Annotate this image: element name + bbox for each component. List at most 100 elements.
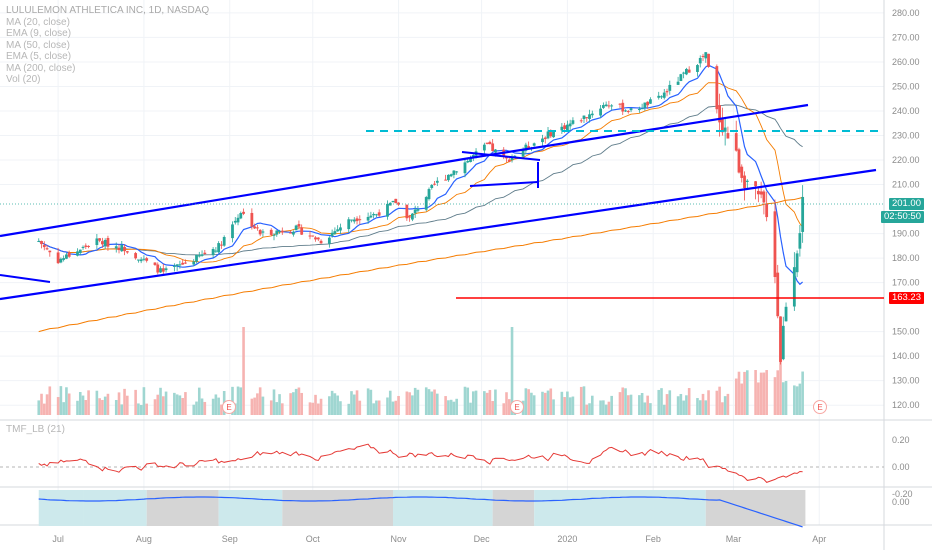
volume-bar bbox=[662, 404, 666, 415]
candle-body bbox=[640, 108, 644, 110]
candle-body bbox=[726, 133, 730, 139]
volume-bar bbox=[253, 397, 256, 415]
candle-body bbox=[469, 157, 472, 163]
tmf-line bbox=[38, 443, 803, 483]
signal-band bbox=[705, 490, 806, 526]
volume-bar bbox=[214, 394, 218, 415]
volume-bar bbox=[405, 391, 409, 415]
volume-bar bbox=[137, 403, 140, 415]
candle-body bbox=[701, 55, 705, 57]
candle-body bbox=[679, 74, 683, 82]
candle-body bbox=[67, 252, 71, 257]
candle-body bbox=[56, 252, 60, 264]
candle-body bbox=[624, 110, 627, 112]
candle-body bbox=[416, 209, 420, 211]
volume-bar bbox=[607, 401, 611, 415]
volume-bar bbox=[743, 371, 746, 415]
earnings-marker bbox=[222, 400, 236, 414]
candle-body bbox=[424, 197, 428, 210]
candle-body bbox=[582, 115, 586, 119]
volume-bar bbox=[65, 387, 68, 415]
candle-body bbox=[314, 237, 317, 240]
volume-bar bbox=[585, 404, 589, 415]
volume-bar bbox=[793, 385, 796, 415]
candle-body bbox=[433, 183, 436, 185]
candle-body bbox=[604, 104, 608, 107]
candle-body bbox=[145, 258, 149, 261]
candle-body bbox=[48, 250, 52, 253]
flag-line bbox=[469, 181, 539, 187]
volume-bar bbox=[762, 372, 766, 415]
volume-bar bbox=[333, 393, 337, 415]
candle-body bbox=[668, 84, 672, 91]
candle-body bbox=[408, 216, 412, 218]
candle-body bbox=[452, 170, 456, 175]
candle-body bbox=[369, 215, 373, 218]
price-axis: 280.00 270.00 260.00 250.00 240.00 230.00 220.… bbox=[892, 8, 920, 507]
volume-bar bbox=[604, 404, 608, 415]
candle-body bbox=[455, 171, 459, 173]
candle-body bbox=[618, 103, 622, 105]
candle-body bbox=[463, 162, 467, 174]
signal-line bbox=[38, 496, 803, 528]
signal-band bbox=[282, 490, 394, 526]
candle-body bbox=[125, 251, 129, 253]
candle-body bbox=[258, 229, 262, 235]
volume-bar bbox=[568, 397, 572, 415]
candle-body bbox=[571, 120, 575, 124]
earnings-marker bbox=[813, 400, 827, 414]
price-axis-label: 220.00 bbox=[892, 155, 920, 165]
volume-bar bbox=[676, 396, 680, 415]
volume-bar bbox=[546, 390, 550, 415]
volume-bar bbox=[579, 386, 583, 415]
candle-body bbox=[720, 119, 724, 133]
candle-body bbox=[801, 196, 805, 232]
candle-body bbox=[316, 237, 320, 240]
candle-body bbox=[737, 149, 741, 173]
candle-body bbox=[197, 255, 201, 257]
volume-bar bbox=[319, 398, 323, 415]
volume-bar bbox=[95, 390, 99, 415]
candle-body bbox=[579, 120, 583, 122]
volume-bar bbox=[352, 394, 356, 415]
candle-body bbox=[649, 99, 652, 104]
candle-body bbox=[784, 306, 788, 322]
candle-body bbox=[123, 246, 126, 252]
volume-bar bbox=[588, 403, 591, 415]
candle-body bbox=[776, 272, 780, 317]
price-axis-label: 260.00 bbox=[892, 57, 920, 67]
candle-body bbox=[665, 91, 669, 93]
volume-bar bbox=[45, 394, 49, 415]
candle-body bbox=[734, 133, 738, 151]
candle-body bbox=[87, 245, 90, 247]
candle-body bbox=[524, 144, 528, 151]
volume-bar bbox=[779, 327, 782, 415]
volume-bar bbox=[178, 395, 182, 415]
candle-body bbox=[505, 157, 508, 159]
volume-bar bbox=[192, 404, 196, 415]
candle-body bbox=[95, 238, 99, 246]
candle-body bbox=[78, 249, 82, 254]
volume-bar bbox=[430, 391, 434, 415]
price-axis-label: 280.00 bbox=[892, 8, 920, 18]
candle-body bbox=[136, 259, 140, 261]
volume-bar bbox=[560, 391, 564, 415]
volume-bar bbox=[549, 388, 553, 415]
candle-body bbox=[98, 238, 102, 241]
volume-bar bbox=[391, 401, 395, 415]
tmf-legend[interactable]: TMF_LB (21) bbox=[6, 424, 65, 435]
tmf-axis-label: 0.20 bbox=[892, 435, 910, 445]
price-axis-label: 120.00 bbox=[892, 400, 920, 410]
candle-body bbox=[220, 244, 223, 246]
volume-bar bbox=[98, 398, 101, 415]
volume-bar bbox=[67, 393, 71, 415]
candle-body bbox=[172, 265, 176, 267]
candle-body bbox=[275, 230, 279, 235]
volume-bar bbox=[281, 403, 284, 415]
candle-body bbox=[336, 229, 340, 232]
volume-bar bbox=[621, 387, 625, 415]
candle-body bbox=[272, 234, 276, 236]
volume-bar bbox=[507, 399, 511, 415]
